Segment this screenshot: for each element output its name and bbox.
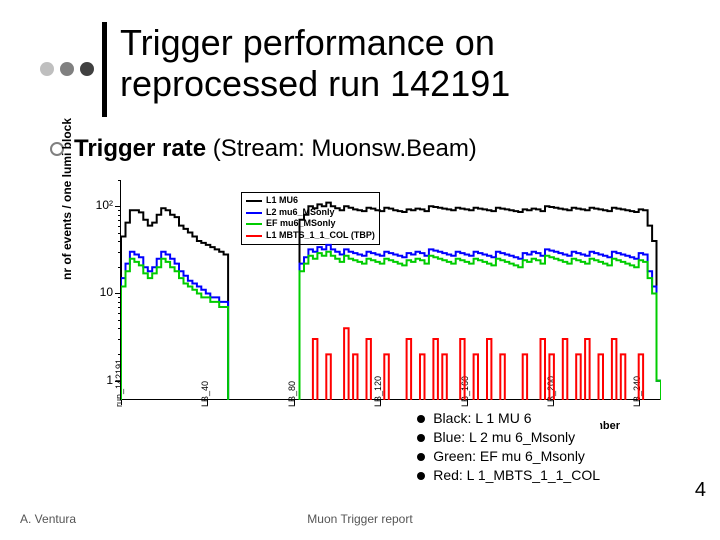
text-legend-label: Green: EF mu 6_Msonly: [433, 447, 585, 466]
bullet-icon: [417, 453, 425, 461]
dot-2: [60, 62, 74, 76]
series-L1-MBTS_1_1_COL: [313, 328, 643, 400]
y-tick-label: 1: [91, 373, 113, 387]
page-number: 4: [695, 479, 706, 502]
bullet-icon: [417, 415, 425, 423]
subtitle-rest: (Stream: Muonsw.Beam): [206, 135, 477, 162]
text-legend-label: Black: L 1 MU 6: [433, 409, 531, 428]
title-line-1: Trigger performance on: [120, 22, 495, 63]
dot-1: [40, 62, 54, 76]
text-legend-row: Green: EF mu 6_Msonly: [417, 447, 600, 466]
plot-area: L1 MU6L2 mu6_MSonlyEF mu6_MSonlyL1 MBTS_…: [120, 180, 660, 400]
bullet-icon: [417, 472, 425, 480]
bullet-icon: [417, 434, 425, 442]
text-legend-row: Black: L 1 MU 6: [417, 409, 600, 428]
text-legend-row: Red: L 1_MBTS_1_1_COL: [417, 466, 600, 485]
dot-3: [80, 62, 94, 76]
title-dots: [40, 62, 94, 76]
chart-svg: [121, 180, 661, 400]
title-block: Trigger performance on reprocessed run 1…: [40, 22, 690, 122]
text-legend-label: Blue: L 2 mu 6_Msonly: [433, 428, 575, 447]
text-legend-box: Black: L 1 MU 6Blue: L 2 mu 6_MsonlyGree…: [417, 409, 600, 485]
subtitle-row: Trigger rate (Stream: Muonsw.Beam): [50, 135, 477, 163]
y-axis-label: nr of events / one lumi block: [60, 118, 74, 280]
text-legend-row: Blue: L 2 mu 6_Msonly: [417, 428, 600, 447]
subtitle-bold: Trigger rate: [74, 135, 206, 162]
y-tick-label: 10: [91, 285, 113, 299]
title-line-2: reprocessed run 142191: [120, 63, 510, 104]
page-title: Trigger performance on reprocessed run 1…: [120, 22, 510, 105]
trigger-rate-chart: nr of events / one lumi block L1 MU6L2 m…: [70, 170, 680, 440]
footer-author: A. Ventura: [20, 512, 76, 526]
title-vbar: [102, 22, 107, 117]
subtitle-text: Trigger rate (Stream: Muonsw.Beam): [74, 135, 477, 163]
footer-title: Muon Trigger report: [307, 512, 412, 526]
y-tick-label: 10²: [91, 198, 113, 212]
text-legend-label: Red: L 1_MBTS_1_1_COL: [433, 466, 600, 485]
